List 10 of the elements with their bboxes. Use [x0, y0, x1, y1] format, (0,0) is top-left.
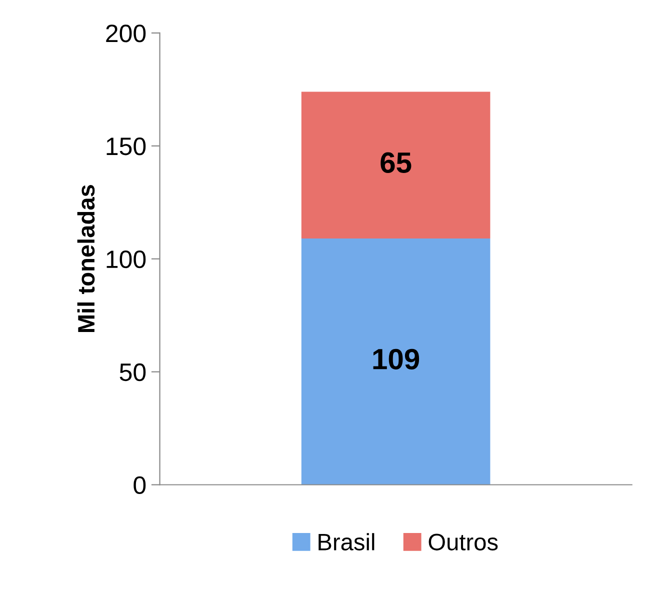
y-tick-label: 100: [106, 250, 146, 268]
data-label: 65: [380, 152, 412, 173]
y-axis-title: Mil toneladas: [77, 185, 95, 332]
y-tick-label: 200: [106, 24, 146, 42]
legend-label: Brasil: [318, 533, 374, 550]
legend-label: Outros: [428, 534, 498, 550]
y-tick-label: 150: [106, 138, 146, 156]
y-tick-label: 50: [120, 363, 146, 382]
data-label: 109: [373, 348, 420, 370]
y-tick-label: 0: [134, 476, 146, 494]
